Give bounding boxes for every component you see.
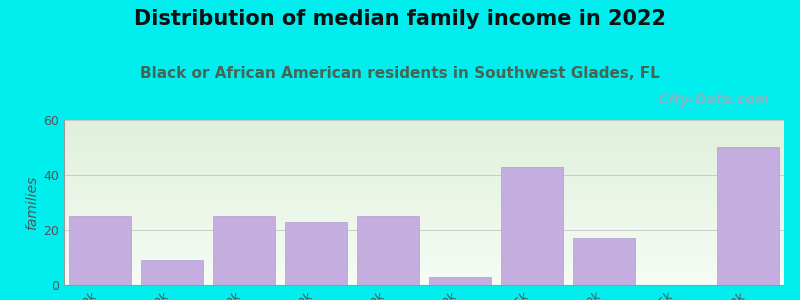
Bar xyxy=(502,167,562,285)
Bar xyxy=(718,148,778,285)
Bar xyxy=(574,238,634,285)
Y-axis label: families: families xyxy=(25,176,39,230)
Bar xyxy=(358,216,418,285)
Bar xyxy=(214,216,274,285)
Text: City-Data.com: City-Data.com xyxy=(644,93,770,107)
Bar xyxy=(430,277,490,285)
Bar xyxy=(142,260,202,285)
Bar xyxy=(70,216,130,285)
Text: Distribution of median family income in 2022: Distribution of median family income in … xyxy=(134,9,666,29)
Text: Black or African American residents in Southwest Glades, FL: Black or African American residents in S… xyxy=(140,66,660,81)
Bar xyxy=(286,222,346,285)
